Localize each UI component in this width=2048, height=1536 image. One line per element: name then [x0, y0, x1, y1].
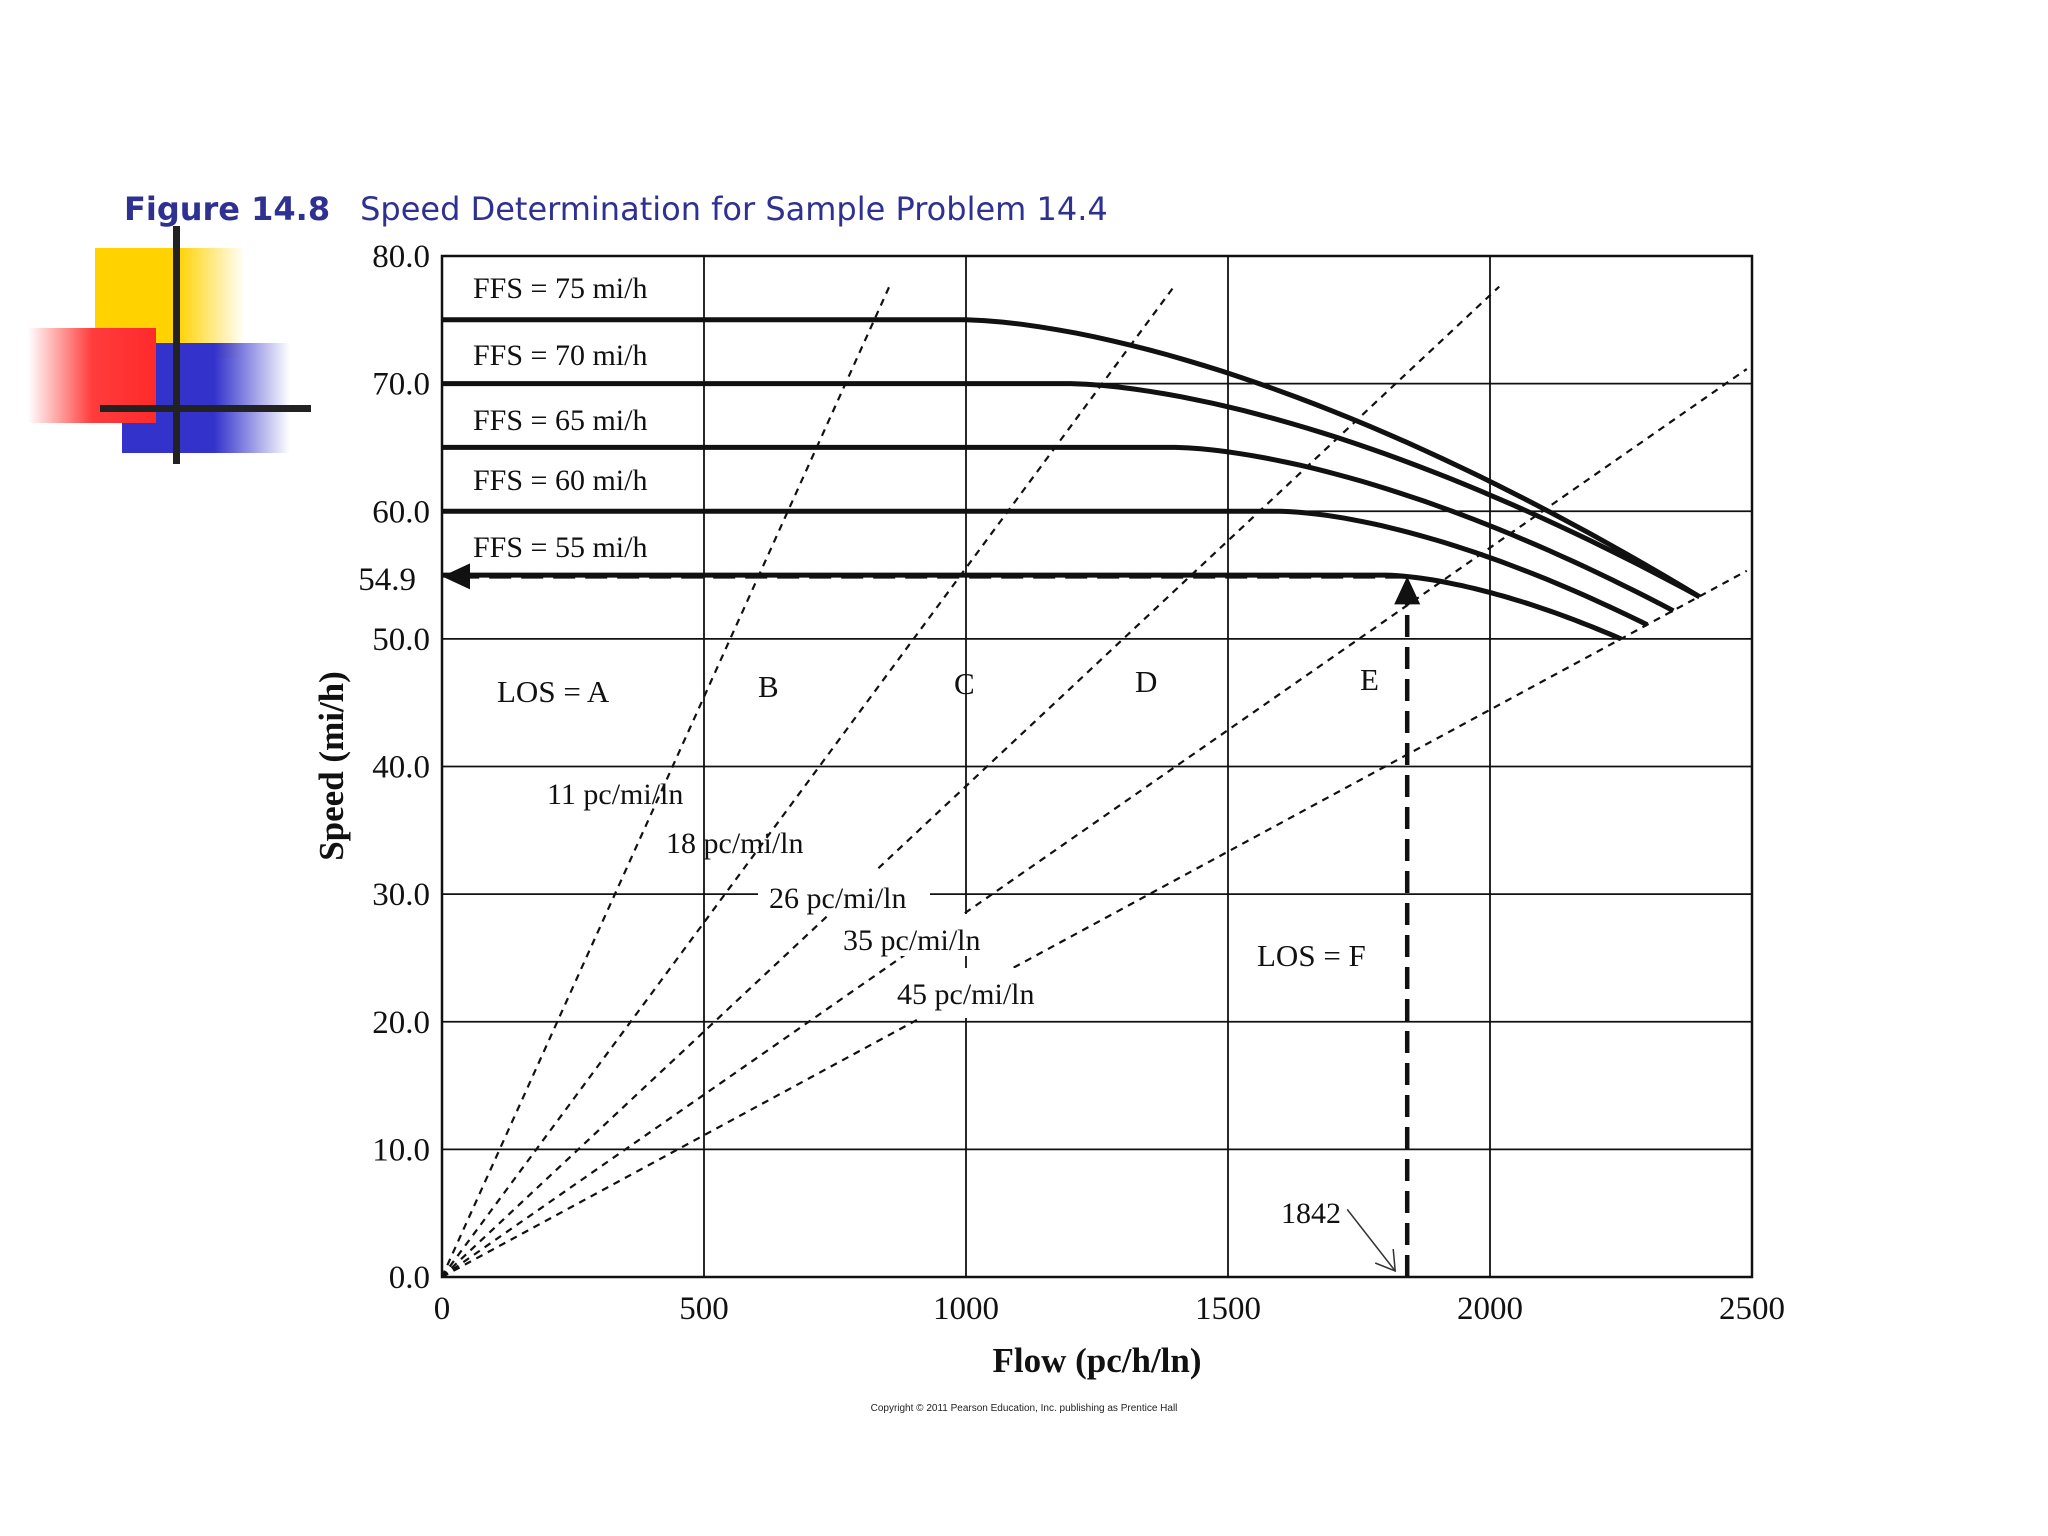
slide-decoration — [28, 226, 311, 464]
speed-guide-arrowhead — [442, 563, 470, 590]
ffs-curve-65 — [442, 444, 1675, 614]
y-tick-label-10: 10.0 — [372, 1132, 430, 1168]
x-axis-title: Flow (pc/h/ln) — [992, 1341, 1201, 1380]
ffs-curve-60 — [442, 508, 1649, 628]
ffs-label-60: FFS = 60 mi/h — [473, 464, 647, 497]
x-tick-label-500: 500 — [679, 1291, 729, 1327]
x-tick-label-2000: 2000 — [1457, 1291, 1523, 1327]
los-label-b: B — [758, 669, 779, 704]
los-label-e: E — [1360, 662, 1379, 697]
x-tick-label-1500: 1500 — [1195, 1291, 1261, 1327]
ffs-curve-55 — [442, 572, 1623, 642]
speed-result-label: 54.9 — [358, 562, 416, 598]
copyright-notice: Copyright © 2011 Pearson Education, Inc.… — [870, 1403, 1178, 1414]
plot-frame — [440, 254, 1754, 1279]
density-lines — [440, 285, 1748, 1278]
x-tick-label-0: 0 — [434, 1291, 451, 1327]
y-tick-label-80: 80.0 — [372, 239, 430, 275]
x-tick-label-2500: 2500 — [1719, 1291, 1785, 1327]
los-label-c: C — [954, 666, 975, 701]
figure-caption: Speed Determination for Sample Problem 1… — [360, 190, 1108, 228]
speed-flow-curves — [442, 317, 1701, 642]
ffs-label-55: FFS = 55 mi/h — [473, 531, 647, 564]
density-label-11: 11 pc/mi/ln — [547, 778, 683, 811]
density-label-bg-35 — [835, 914, 995, 956]
figure-number: Figure 14.8 — [124, 190, 331, 228]
deco-vertical-bar — [173, 226, 180, 464]
ffs-label-70: FFS = 70 mi/h — [473, 339, 647, 372]
los-label-a: LOS = A — [497, 674, 610, 709]
density-label-18: 18 pc/mi/ln — [666, 827, 804, 860]
deco-horizontal-bar — [100, 405, 311, 412]
density-label-35: 35 pc/mi/ln — [843, 924, 981, 957]
density-line-18 — [441, 285, 1175, 1278]
ffs-label-65: FFS = 65 mi/h — [473, 404, 647, 437]
density-line-35 — [441, 368, 1748, 1278]
ffs-curve-75 — [442, 317, 1701, 599]
y-tick-label-40: 40.0 — [372, 750, 430, 786]
flow-guide-arrowhead — [1394, 576, 1421, 605]
density-line-45 — [441, 569, 1748, 1278]
flow-label-pointer — [1346, 1208, 1396, 1272]
y-tick-label-20: 20.0 — [372, 1005, 430, 1041]
y-axis-title: Speed (mi/h) — [312, 671, 351, 861]
y-tick-label-50: 50.0 — [372, 622, 430, 658]
y-tick-label-0: 0.0 — [389, 1260, 430, 1296]
los-label-f: LOS = F — [1257, 938, 1366, 973]
axis-ticks: 0 500 1000 1500 2000 2500 0.0 10.0 20.0 30.0 40.0 5… — [372, 239, 1785, 1327]
y-tick-label-30: 30.0 — [372, 877, 430, 913]
figure-title: Figure 14.8 Speed Determination for Sampl… — [124, 190, 1108, 228]
density-label-bg-26 — [758, 870, 930, 914]
ffs-label-75: FFS = 75 mi/h — [473, 272, 647, 305]
solution-annotations — [442, 563, 1421, 1277]
y-tick-label-70: 70.0 — [372, 367, 430, 403]
density-label-26: 26 pc/mi/ln — [769, 882, 907, 915]
density-label-bg-45 — [890, 968, 1076, 1018]
x-tick-label-1000: 1000 — [933, 1291, 999, 1327]
flow-result-label: 1842 — [1281, 1197, 1341, 1230]
flow-label-pointer-head — [1374, 1248, 1397, 1273]
los-label-d: D — [1135, 664, 1157, 699]
y-tick-label-60: 60.0 — [372, 494, 430, 530]
chart-labels: Flow (pc/h/ln) Speed (mi/h) FFS = 75 mi/… — [312, 272, 1379, 1380]
density-label-45: 45 pc/mi/ln — [897, 978, 1035, 1011]
ffs-curve-70 — [442, 381, 1701, 599]
